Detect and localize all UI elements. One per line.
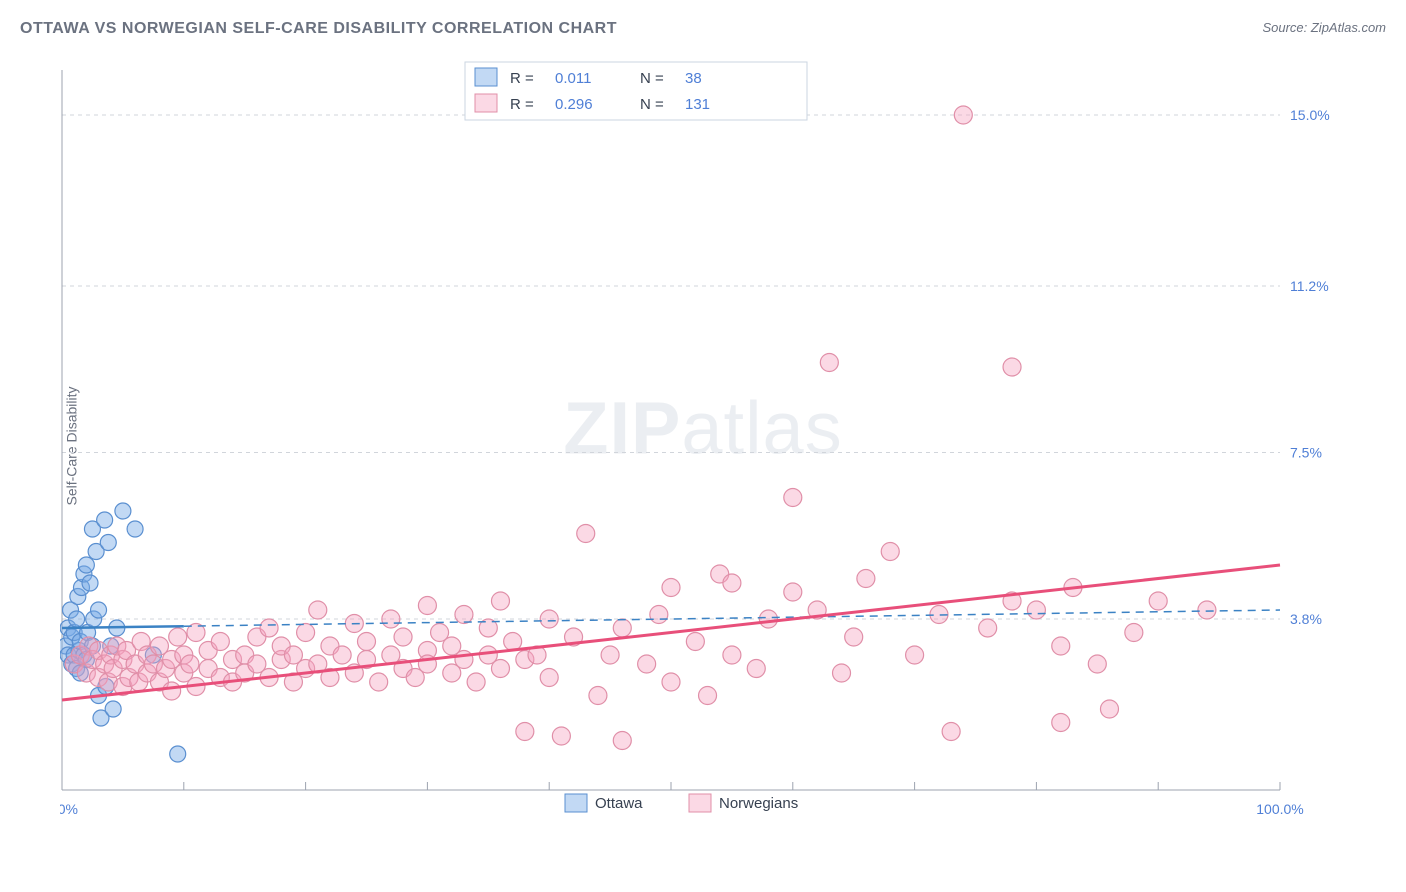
data-point (516, 723, 534, 741)
legend-bottom-label: Ottawa (595, 795, 643, 812)
data-point (662, 579, 680, 597)
data-point (613, 619, 631, 637)
data-point (418, 597, 436, 615)
y-tick-label: 15.0% (1290, 107, 1330, 123)
data-point (638, 655, 656, 673)
data-point (370, 673, 388, 691)
data-point (613, 732, 631, 750)
data-point (105, 701, 121, 717)
data-point (69, 611, 85, 627)
legend-r-value: 0.296 (555, 96, 593, 113)
data-point (504, 633, 522, 651)
legend-bottom-label: Norwegians (719, 795, 798, 812)
data-point (170, 746, 186, 762)
data-point (686, 633, 704, 651)
data-point (491, 660, 509, 678)
data-point (699, 687, 717, 705)
data-point (759, 610, 777, 628)
data-point (127, 521, 143, 537)
data-point (394, 628, 412, 646)
data-point (577, 525, 595, 543)
source-attribution: Source: ZipAtlas.com (1262, 20, 1386, 35)
x-tick-label: 100.0% (1256, 801, 1303, 817)
data-point (1003, 358, 1021, 376)
data-point (552, 727, 570, 745)
data-point (163, 682, 181, 700)
data-point (857, 570, 875, 588)
y-tick-label: 3.8% (1290, 611, 1322, 627)
data-point (881, 543, 899, 561)
legend-n-value: 131 (685, 96, 710, 113)
y-tick-label: 11.2% (1290, 278, 1329, 294)
scatter-plot: R = 0.011 N = 38 R = 0.296 N = 131 Ottawa Norweg… (60, 60, 1350, 830)
data-point (115, 503, 131, 519)
data-point (100, 535, 116, 551)
data-point (833, 664, 851, 682)
data-point (1027, 601, 1045, 619)
data-point (169, 628, 187, 646)
data-point (91, 602, 107, 618)
legend-n-value: 38 (685, 70, 702, 87)
data-point (1088, 655, 1106, 673)
legend-bottom-swatch (689, 794, 711, 812)
data-point (1149, 592, 1167, 610)
data-point (845, 628, 863, 646)
data-point (1198, 601, 1216, 619)
data-point (78, 557, 94, 573)
data-point (82, 575, 98, 591)
data-point (747, 660, 765, 678)
data-point (979, 619, 997, 637)
data-point (467, 673, 485, 691)
data-point (589, 687, 607, 705)
legend-swatch (475, 94, 497, 112)
data-point (382, 610, 400, 628)
data-point (491, 592, 509, 610)
data-point (181, 655, 199, 673)
data-point (211, 633, 229, 651)
data-point (820, 354, 838, 372)
data-point (1052, 637, 1070, 655)
data-point (333, 646, 351, 664)
legend-r-label: R = (510, 70, 534, 87)
data-point (662, 673, 680, 691)
data-point (954, 106, 972, 124)
x-tick-label: 0.0% (60, 801, 78, 817)
legend-swatch (475, 68, 497, 86)
legend-r-label: R = (510, 96, 534, 113)
data-point (260, 619, 278, 637)
data-point (1125, 624, 1143, 642)
data-point (601, 646, 619, 664)
legend-r-value: 0.011 (555, 70, 591, 87)
data-point (540, 669, 558, 687)
data-point (650, 606, 668, 624)
data-point (906, 646, 924, 664)
data-point (723, 646, 741, 664)
legend-n-label: N = (640, 70, 664, 87)
data-point (1100, 700, 1118, 718)
data-point (455, 651, 473, 669)
data-point (784, 489, 802, 507)
data-point (540, 610, 558, 628)
data-point (723, 574, 741, 592)
data-point (942, 723, 960, 741)
chart-page: OTTAWA VS NORWEGIAN SELF-CARE DISABILITY… (0, 0, 1406, 892)
data-point (1052, 714, 1070, 732)
data-point (297, 624, 315, 642)
data-point (358, 633, 376, 651)
data-point (97, 512, 113, 528)
data-point (309, 601, 327, 619)
chart-title: OTTAWA VS NORWEGIAN SELF-CARE DISABILITY… (20, 20, 617, 38)
data-point (784, 583, 802, 601)
data-point (455, 606, 473, 624)
legend-bottom-swatch (565, 794, 587, 812)
legend-n-label: N = (640, 96, 664, 113)
y-tick-label: 7.5% (1290, 445, 1322, 461)
